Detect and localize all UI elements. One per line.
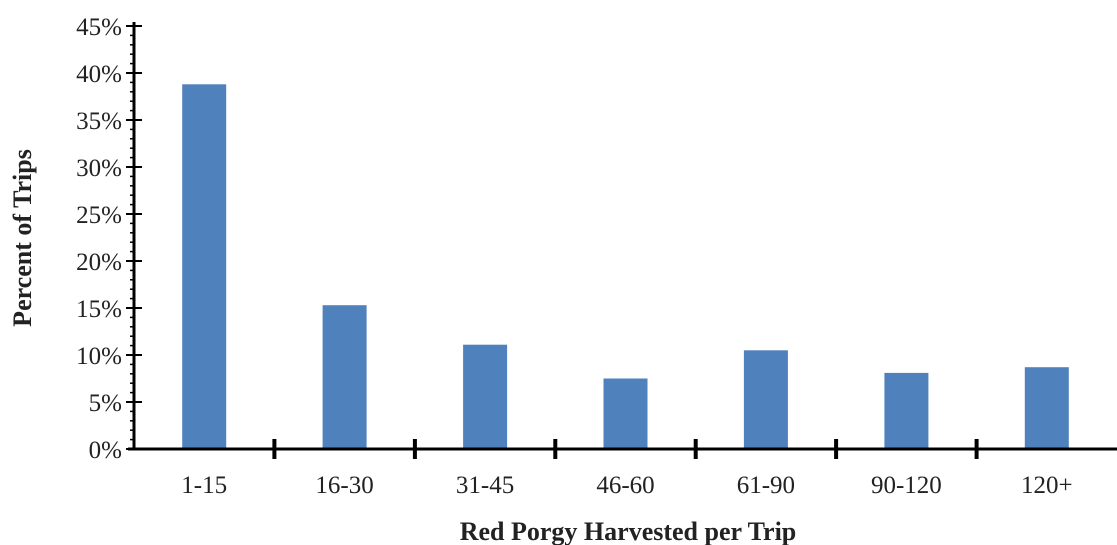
bar-46-60 [603,378,648,449]
y-tick-label: 40% [76,61,122,88]
x-tick-label: 31-45 [456,472,514,499]
bars-group [182,84,1069,450]
axes-group [126,22,1117,459]
bar-1-15 [182,84,227,450]
x-tick-label: 90-120 [871,472,942,499]
y-axis-title: Percent of Trips [8,149,37,327]
y-tick-label: 45% [76,14,122,41]
y-tick-label: 5% [89,390,122,417]
bar-61-90 [743,350,788,449]
x-tick-label: 16-30 [315,472,373,499]
x-axis-title: Red Porgy Harvested per Trip [460,517,797,545]
x-tick-label: 120+ [1021,472,1073,499]
y-tick-label: 10% [76,343,122,370]
x-tick-labels: 1-15 16-30 31-45 46-60 61-90 90-120 120+ [181,472,1072,499]
y-tick-label: 15% [76,296,122,323]
x-tick-label: 61-90 [737,472,795,499]
bar-90-120 [884,372,929,449]
y-tick-label: 35% [76,108,122,135]
x-tick-label: 46-60 [596,472,654,499]
bar-31-45 [463,344,508,449]
x-tick-label: 1-15 [181,472,227,499]
y-tick-label: 30% [76,155,122,182]
y-tick-label: 0% [89,437,122,464]
y-tick-labels: 0% 5% 10% 15% 20% 25% 30% 35% 40% 45% [76,14,122,464]
y-tick-label: 25% [76,202,122,229]
bar-16-30 [322,305,367,449]
bar-120+ [1024,367,1069,449]
y-tick-label: 20% [76,249,122,276]
